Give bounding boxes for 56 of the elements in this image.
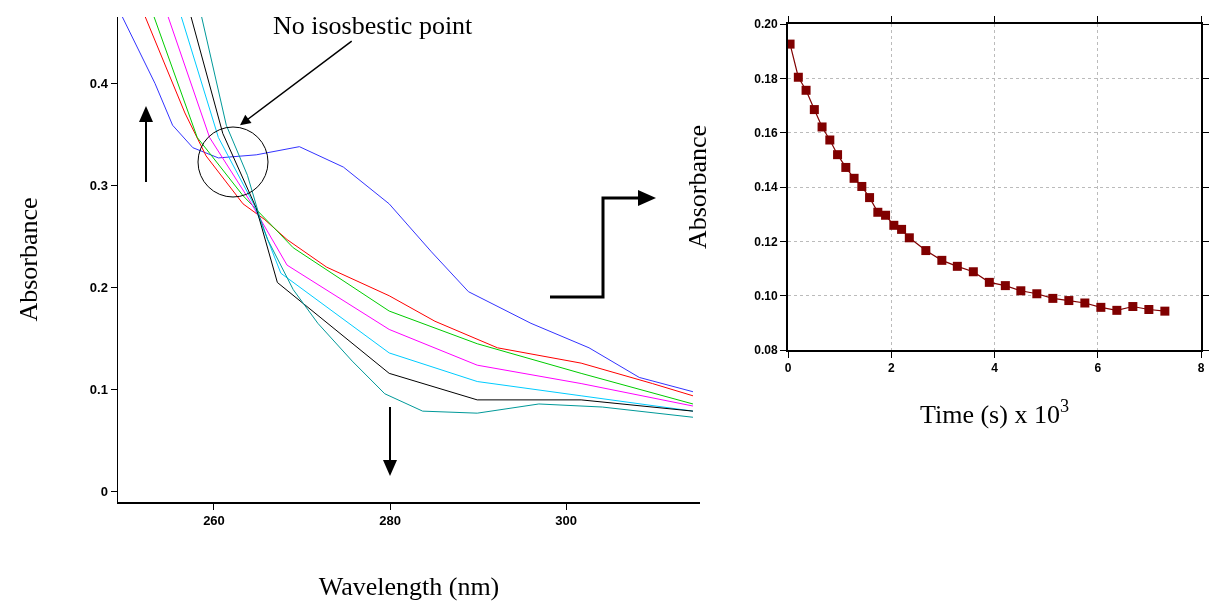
y-tick-label: 0.10 [754, 288, 778, 303]
point [889, 220, 899, 230]
x-tick-label: 6 [1094, 361, 1102, 376]
point [1048, 293, 1058, 303]
point [865, 193, 875, 203]
x-tick-label: 0 [784, 361, 792, 376]
point [937, 255, 947, 265]
y-tick-label: 0.4 [89, 75, 109, 91]
point [825, 135, 835, 145]
x-tick-label: 4 [991, 361, 999, 376]
point [1160, 306, 1170, 316]
point [1064, 296, 1074, 306]
point [881, 210, 891, 220]
x-tick-label: 300 [555, 513, 578, 529]
point [897, 224, 907, 234]
point [984, 277, 994, 287]
x-tick-label: 8 [1197, 361, 1205, 376]
point [1128, 302, 1138, 312]
y-tick-label: 0.14 [754, 180, 778, 195]
point [1096, 302, 1106, 312]
point [857, 181, 867, 191]
point [1032, 289, 1042, 299]
point [817, 122, 827, 132]
point [1080, 298, 1090, 308]
y-axis-title: Absorbance [683, 124, 713, 250]
annotation: No isosbestic point [273, 11, 474, 40]
point [1016, 286, 1026, 296]
point [873, 207, 883, 217]
y-tick-label: 0.20 [754, 17, 778, 32]
y-tick-label: 0.2 [89, 280, 108, 296]
point [1144, 305, 1154, 315]
y-tick-label: 0.16 [754, 125, 778, 140]
point [1112, 305, 1122, 315]
y-axis-title: Absorbance [14, 197, 44, 322]
y-tick-label: 0.3 [89, 178, 108, 194]
y-tick-label: 0 [100, 484, 108, 500]
point [849, 173, 859, 183]
y-tick-label: 0.12 [754, 234, 778, 249]
point [833, 150, 843, 160]
point [952, 261, 962, 271]
y-tick-label: 0.1 [89, 382, 108, 398]
point [801, 85, 811, 95]
x-tick-label: 280 [379, 513, 401, 529]
point [1000, 281, 1010, 291]
x-tick-label: 2 [887, 361, 895, 376]
x-axis-title: Wavelength (nm) [318, 572, 500, 601]
point [809, 105, 819, 115]
point [841, 162, 851, 172]
x-tick-label: 260 [203, 513, 225, 529]
point [904, 233, 914, 243]
y-tick-label: 0.18 [754, 71, 778, 86]
y-tick-label: 0.08 [754, 343, 778, 358]
point [921, 246, 931, 256]
point [793, 72, 803, 82]
x-axis-title: Time (s) x 10$^{3}$ [920, 395, 1069, 429]
point [968, 267, 978, 277]
